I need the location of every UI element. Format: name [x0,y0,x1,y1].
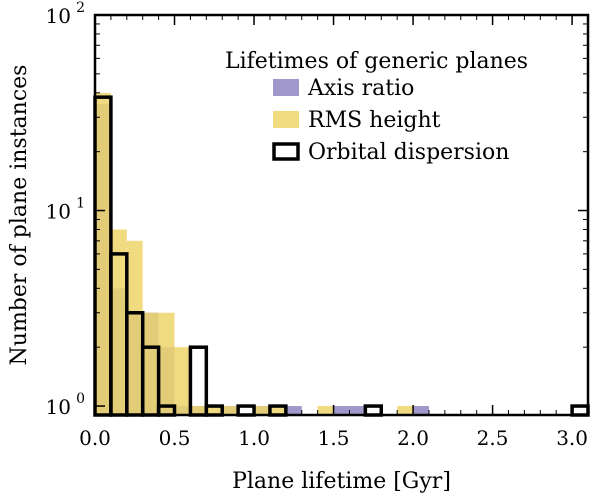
y-tick-labels: 10 0 10 1 10 2 [46,0,85,419]
bar-axis-ratio [333,406,350,415]
legend-title: Lifetimes of generic planes [225,49,528,74]
bar-orbital-dispersion [570,404,590,417]
bar-axis-ratio [285,406,302,415]
y-axis-label: Number of plane instances [7,65,32,366]
bar-rms-height [110,229,127,415]
x-axis-label: Plane lifetime [Gyr] [232,469,451,494]
bar-orbital-dispersion [236,404,256,417]
x-tick-label: 0.0 [79,426,111,450]
legend-label-orbital-dispersion: Orbital dispersion [308,140,509,165]
bar-rms-height [142,312,159,415]
x-tick-labels: 0.0 0.5 1.0 1.5 2.0 2.5 3.0 [79,426,588,450]
bar-rms-height [254,406,270,415]
plot-frame [93,13,590,417]
bar-axis-ratio [413,406,429,415]
legend-swatch-axis-ratio [273,79,299,96]
bar-orbital-dispersion [188,345,209,417]
x-tick-label: 2.0 [397,426,429,450]
x-tick-label: 3.0 [556,426,588,450]
legend-swatch-rms-height [273,111,299,128]
y-tick-exponent: 1 [76,196,85,212]
bar-rms-height [190,406,207,415]
bar-axis-ratio [349,406,366,415]
bar-rms-height [95,92,111,415]
y-tick-exponent: 0 [76,391,85,407]
bar-rms-height [174,347,191,415]
y-tick-label: 10 2 [46,0,85,28]
y-tick-label: 10 1 [46,196,85,224]
filled-bars-layer [95,92,429,415]
bar-rms-height [206,406,223,415]
bar-rms-height [126,240,143,415]
bar-rms-height [158,312,175,415]
bar-rms-height [269,406,286,415]
legend: Lifetimes of generic planes Axis ratio RM… [225,49,528,165]
bar-rms-height [397,406,414,415]
x-tick-label: 2.5 [477,426,509,450]
bar-orbital-dispersion [363,404,384,417]
y-tick-base: 10 [46,395,71,419]
legend-swatch-orbital-dispersion [272,142,300,161]
y-tick-base: 10 [46,200,71,224]
y-tick-base: 10 [46,4,71,28]
legend-label-axis-ratio: Axis ratio [307,76,414,101]
bar-rms-height [317,406,334,415]
y-tick-exponent: 2 [76,0,85,16]
legend-label-rms-height: RMS height [308,108,441,133]
y-tick-label: 10 0 [46,391,85,419]
x-tick-label: 0.5 [159,426,191,450]
bar-rms-height [222,406,239,415]
x-tick-label: 1.5 [318,426,350,450]
x-tick-label: 1.0 [238,426,270,450]
axis-ticks [94,14,588,415]
